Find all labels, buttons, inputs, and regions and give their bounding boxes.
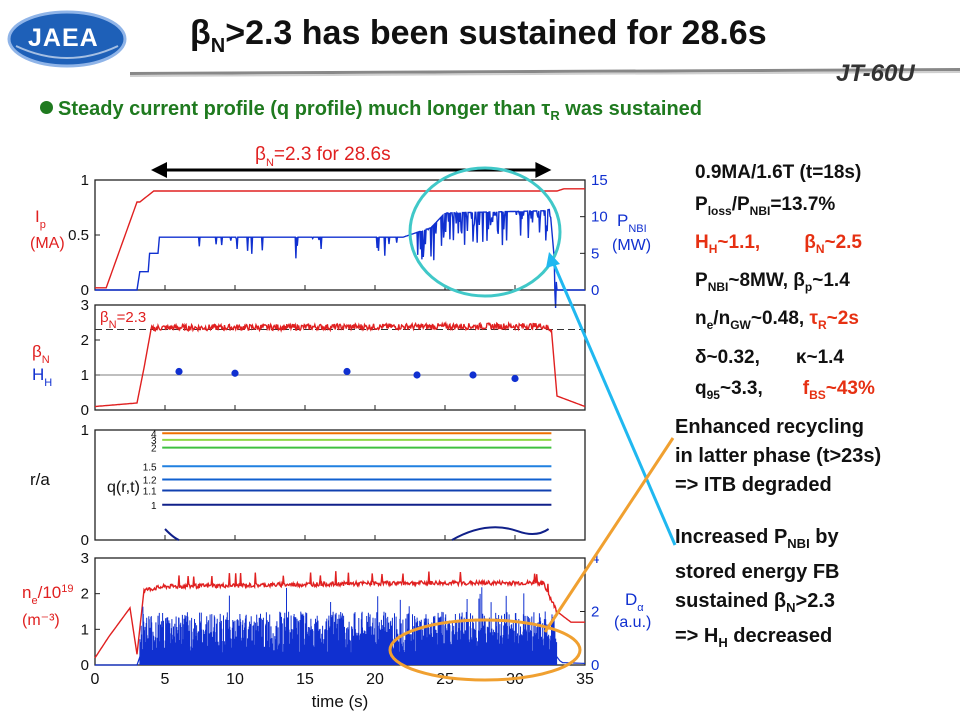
hh-marker: [469, 371, 477, 379]
device-label: JT-60U: [836, 60, 915, 87]
jaea-logo: [7, 10, 127, 68]
left-tick-label: 1: [81, 367, 89, 384]
parameter-list: 0.9MA/1.6T (t=18s) Ploss/PNBI=13.7% HH~1…: [695, 157, 875, 411]
left-tick-label: 3: [81, 297, 89, 314]
ne-trace: [94, 571, 585, 659]
right-tick-label: 5: [591, 245, 599, 262]
left-tick-label: 0: [81, 402, 89, 419]
pnbi-trace: [95, 208, 585, 309]
param-line-1: 0.9MA/1.6T (t=18s): [695, 162, 862, 183]
panel-frame-3: [94, 429, 586, 541]
right-tick-label: 0: [591, 657, 599, 674]
param-line-6: δ~0.32, κ~1.4: [695, 346, 844, 368]
ip-axis-unit: (MA): [30, 235, 65, 252]
left-tick-label: 1: [81, 621, 89, 638]
ip-axis-label: Ip: [35, 207, 46, 231]
x-tick-label: 30: [506, 671, 524, 688]
q-contour-label: 3: [151, 436, 157, 447]
param-line-4: PNBI~8MW, βp~1.4: [695, 270, 850, 294]
ra-axis-label: r/a: [30, 470, 50, 489]
q1-arc-left: [164, 528, 180, 541]
note-nbi: Increased PNBI by stored energy FB susta…: [675, 523, 839, 657]
left-tick-label: 0: [81, 282, 89, 299]
pnbi-axis-label: PNBI: [617, 211, 647, 235]
duration-arrow-right-head: [535, 162, 552, 178]
left-tick-label: 3: [81, 550, 89, 567]
duration-arrow-left-head: [151, 162, 167, 178]
q-contour-label: 1: [151, 501, 157, 512]
left-tick-label: 1: [81, 422, 89, 439]
param-line-7: q95~3.3, fBS~43%: [695, 378, 875, 402]
right-tick-label: 4: [591, 550, 599, 567]
q-contour-label: 1.5: [143, 462, 157, 473]
ne-axis-label: ne/1019: [22, 583, 73, 607]
q-contour-label: 2: [151, 444, 157, 455]
betaN-threshold-label: βN=2.3: [100, 309, 146, 331]
hh-marker: [175, 367, 183, 376]
bullet-statement: Steady current profile (q profile) much …: [40, 98, 702, 123]
x-tick-label: 15: [296, 671, 314, 688]
hh-marker: [231, 369, 239, 377]
note-nbi-line-3: sustained βN>2.3: [675, 590, 836, 615]
right-tick-label: 15: [591, 172, 608, 189]
dalpha-axis-label: Dα: [625, 590, 644, 614]
bullet-dot-icon: [40, 101, 53, 114]
q-contour-label: 1.1: [143, 487, 157, 498]
x-tick-label: 0: [91, 671, 100, 688]
note-recycling: Enhanced recycling in latter phase (t>23…: [675, 413, 881, 500]
right-tick-label: 2: [591, 604, 599, 621]
left-tick-label: 0: [81, 657, 89, 674]
param-line-5: ne/nGW~0.48, τR~2s: [695, 308, 859, 333]
hh-marker: [343, 367, 351, 376]
right-tick-label: 0: [591, 282, 599, 299]
duration-label: βN=2.3 for 28.6s: [255, 144, 391, 169]
logo-text: JAEA: [28, 24, 99, 52]
x-axis-label: time (s): [312, 692, 369, 711]
param-line-3: HH~1.1, βN~2.5: [695, 231, 862, 256]
x-tick-label: 25: [436, 671, 454, 688]
x-tick-label: 5: [161, 671, 170, 688]
left-tick-label: 0.5: [68, 227, 89, 244]
x-tick-label: 20: [366, 671, 384, 688]
left-tick-label: 1: [81, 172, 89, 189]
betaN-trace: [94, 320, 586, 408]
right-tick-label: 10: [591, 209, 608, 226]
pnbi-axis-unit: (MW): [612, 237, 651, 254]
dalpha-axis-unit: (a.u.): [614, 614, 651, 631]
ne-axis-unit: (m⁻³): [22, 612, 60, 629]
note-nbi-line-2: stored energy FB: [675, 561, 840, 583]
hh-axis-label: HH: [32, 365, 52, 389]
time-series-chart: βN=2.3 for 28.6s00.51051015Ip(MA)PNBI(MW…: [22, 144, 651, 711]
panel-frame-2: [94, 304, 586, 411]
left-tick-label: 0: [81, 532, 89, 549]
ip-trace: [95, 188, 585, 289]
x-tick-label: 10: [226, 671, 244, 688]
left-tick-label: 2: [81, 332, 89, 349]
note-nbi-line-1: Increased PNBI by: [675, 526, 839, 551]
hh-marker: [413, 371, 421, 379]
panel-frame-1: [94, 179, 586, 291]
note-recycling-line-2: in latter phase (t>23s): [675, 445, 882, 467]
left-tick-label: 2: [81, 586, 89, 603]
x-tick-label: 35: [576, 671, 594, 688]
hh-marker: [511, 374, 519, 383]
note-nbi-line-4: => HH decreased: [675, 625, 833, 650]
betaN-axis-label: βN: [32, 342, 50, 366]
note-recycling-line-1: Enhanced recycling: [675, 416, 864, 438]
q-profile-label: q(r,t): [107, 479, 140, 496]
page-title: βN>2.3 has been sustained for 28.6s: [190, 14, 767, 57]
dalpha-trace: [139, 587, 558, 665]
q1-arc-right: [451, 526, 550, 541]
header-stripe: [130, 68, 960, 77]
q-contour-label: 4: [151, 429, 157, 440]
q-contour-label: 1.2: [143, 476, 157, 487]
param-line-2: Ploss/PNBI=13.7%: [695, 193, 836, 218]
note-recycling-line-3: => ITB degraded: [675, 474, 832, 496]
